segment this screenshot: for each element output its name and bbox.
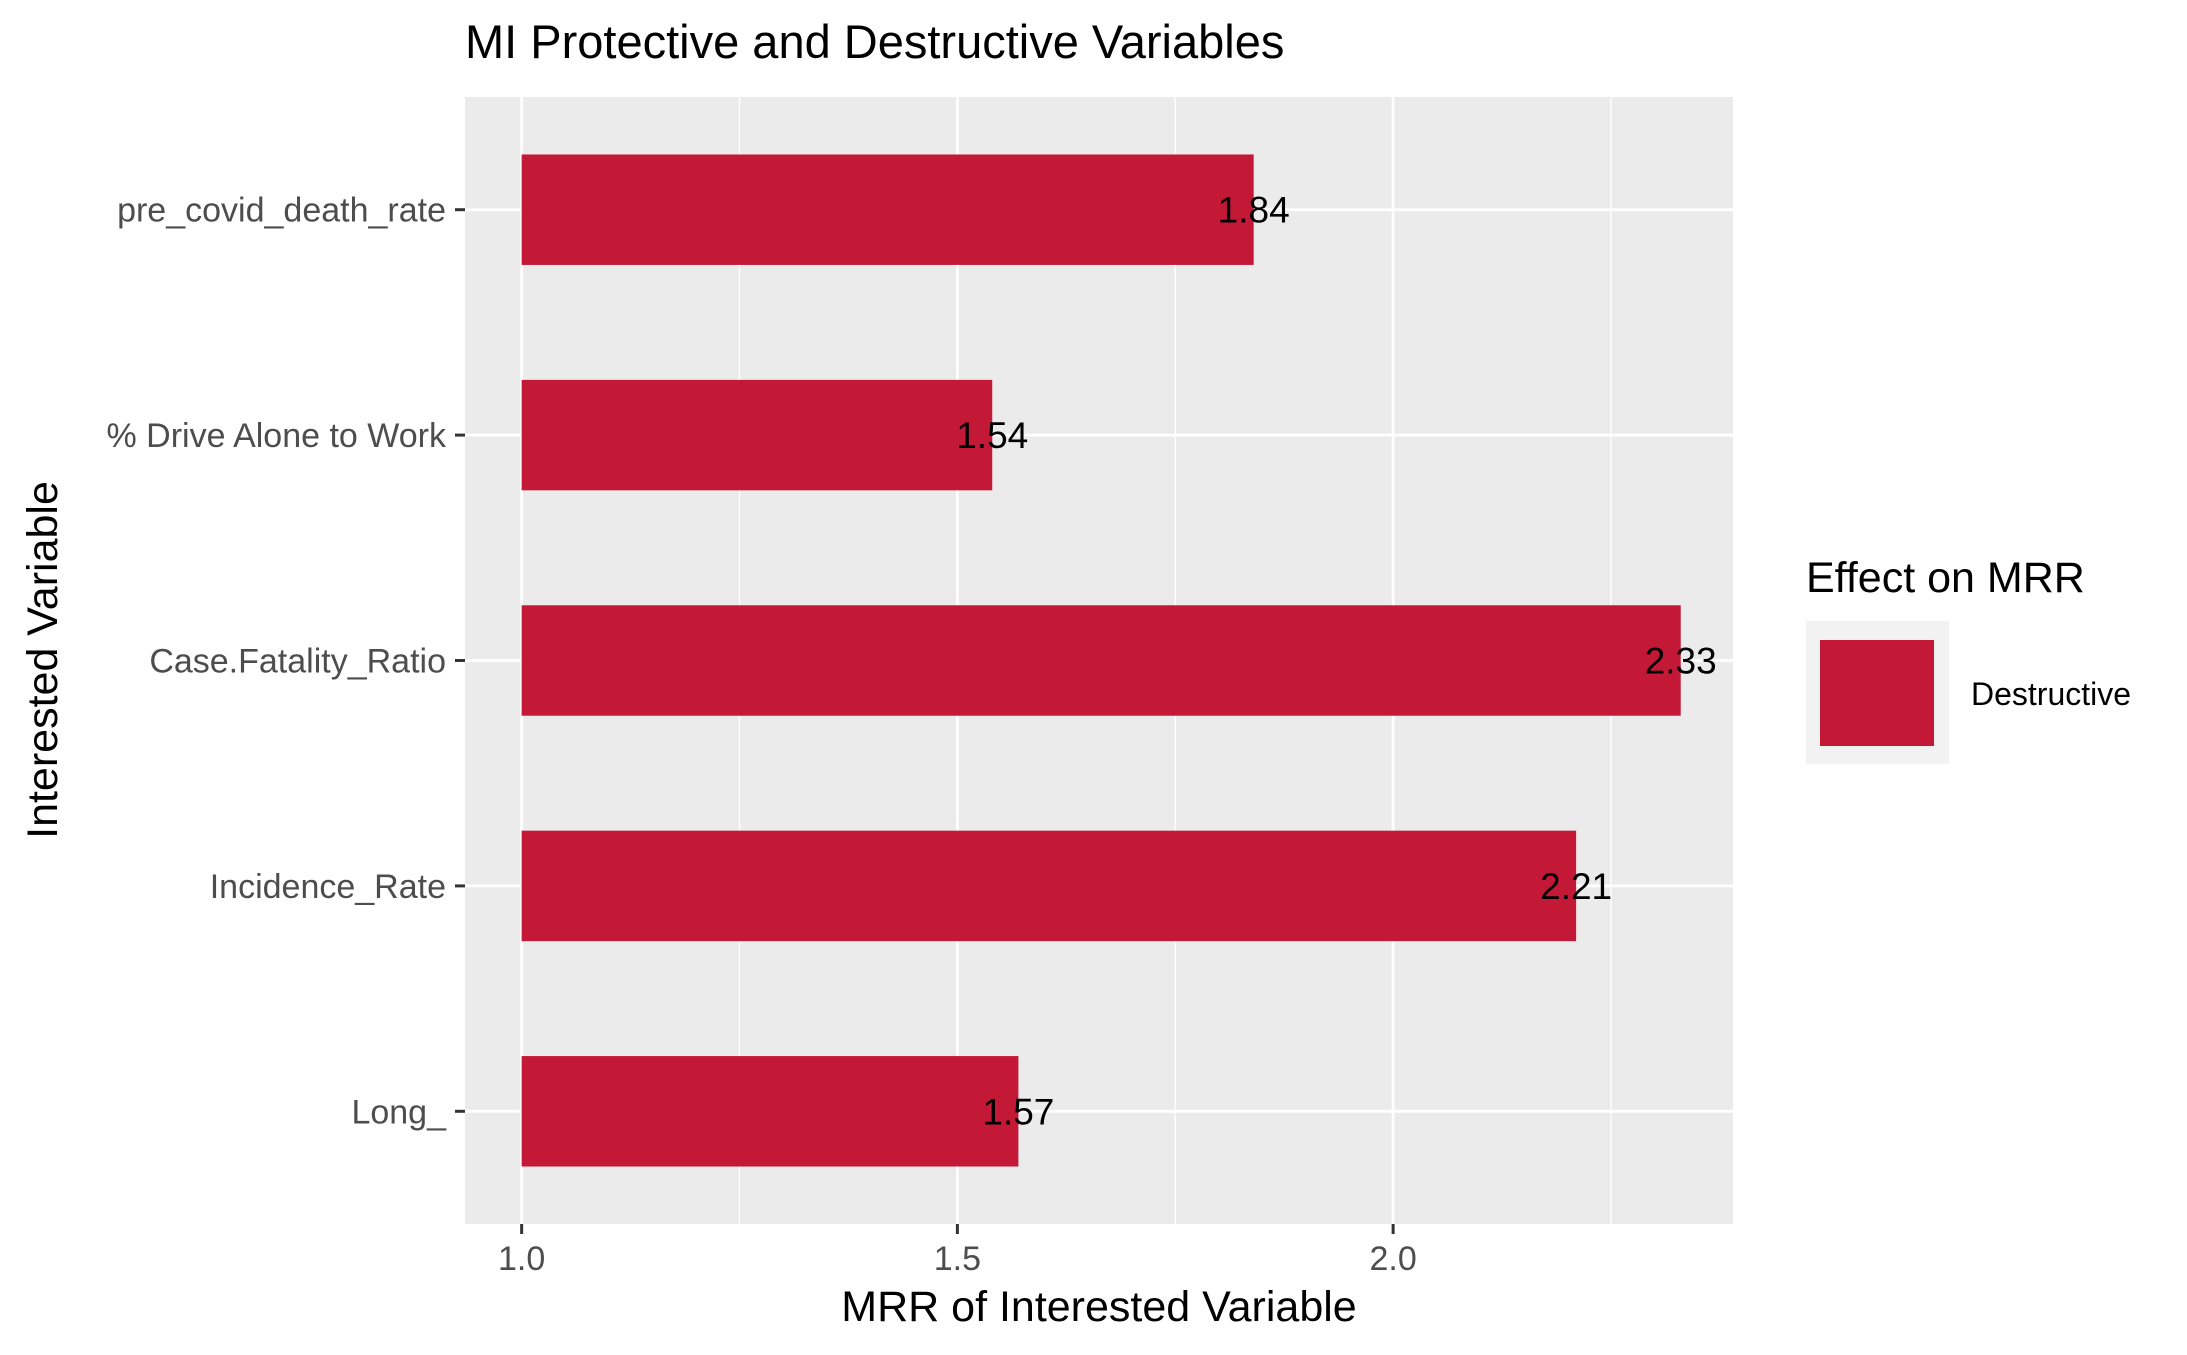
legend-label-destructive: Destructive <box>1971 676 2131 712</box>
y-tick-label: pre_covid_death_rate <box>117 192 446 230</box>
bar-1 <box>521 379 993 491</box>
bar-4 <box>521 1056 1019 1167</box>
bar-2 <box>521 605 1681 716</box>
data-label: 2.33 <box>1645 641 1717 682</box>
y-axis-ticks: pre_covid_death_rate % Drive Alone to Wor… <box>106 192 465 1131</box>
y-tick-label: % Drive Alone to Work <box>106 417 447 455</box>
data-label: 1.84 <box>1218 190 1290 231</box>
x-axis-ticks: 1.0 1.5 2.0 <box>498 1224 1417 1278</box>
x-axis-title: MRR of Interested Variable <box>841 1283 1356 1331</box>
legend-title: Effect on MRR <box>1806 554 2085 602</box>
x-tick-label: 2.0 <box>1369 1240 1416 1278</box>
y-tick-label: Incidence_Rate <box>210 868 446 906</box>
x-tick-label: 1.0 <box>498 1240 545 1278</box>
data-labels: 1.84 1.54 2.33 2.21 1.57 <box>956 190 1716 1133</box>
x-tick-label: 1.5 <box>934 1240 981 1278</box>
legend: Effect on MRR Destructive <box>1806 554 2131 764</box>
bar-3 <box>521 830 1577 942</box>
y-tick-label: Case.Fatality_Ratio <box>149 643 446 681</box>
data-label: 2.21 <box>1540 866 1612 907</box>
data-label: 1.57 <box>982 1091 1054 1132</box>
bar-0 <box>521 154 1254 265</box>
bars <box>521 154 1681 1167</box>
y-axis-title: Interested Variable <box>19 481 67 839</box>
data-label: 1.54 <box>956 415 1028 456</box>
legend-key-destructive <box>1820 640 1934 746</box>
y-tick-label: Long_ <box>351 1093 447 1131</box>
chart-title: MI Protective and Destructive Variables <box>465 15 1284 68</box>
